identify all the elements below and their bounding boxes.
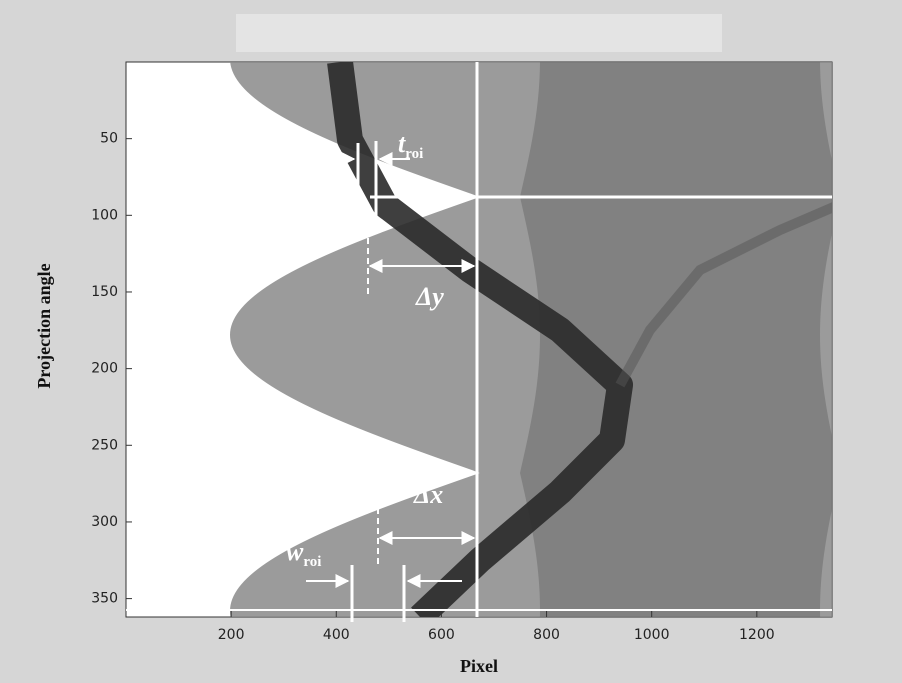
y-tick-label: 100 (91, 207, 118, 223)
y-axis-label: Projection angle (34, 263, 54, 388)
sinogram-band (327, 62, 633, 617)
annotation: Δx (413, 480, 443, 509)
annotation-text: t (398, 129, 406, 158)
overlay (126, 62, 832, 622)
y-tick-label: 200 (91, 361, 118, 377)
annotation: Δy (415, 282, 444, 311)
x-tick-label: 1200 (739, 627, 775, 643)
x-axis-label: Pixel (460, 656, 498, 676)
x-tick-label: 600 (428, 627, 455, 643)
y-tick-label: 350 (91, 591, 118, 607)
sinogram-band (615, 202, 832, 388)
y-tick-label: 50 (100, 131, 118, 147)
sinogram-core (520, 62, 832, 617)
x-tick-label: 400 (323, 627, 350, 643)
x-tick-label: 1000 (634, 627, 670, 643)
annotation-text: w (286, 537, 304, 566)
x-tick-label: 800 (533, 627, 560, 643)
y-tick-label: 300 (91, 514, 118, 530)
toolbar (236, 14, 722, 52)
annotation-sub: roi (405, 146, 423, 162)
annotation-sub: roi (303, 554, 321, 570)
annotation: troi (398, 129, 423, 162)
y-tick-label: 250 (91, 437, 118, 453)
sinogram (230, 62, 832, 617)
annotation: wroi (286, 537, 321, 570)
x-tick-label: 200 (218, 627, 245, 643)
y-tick-label: 150 (91, 284, 118, 300)
